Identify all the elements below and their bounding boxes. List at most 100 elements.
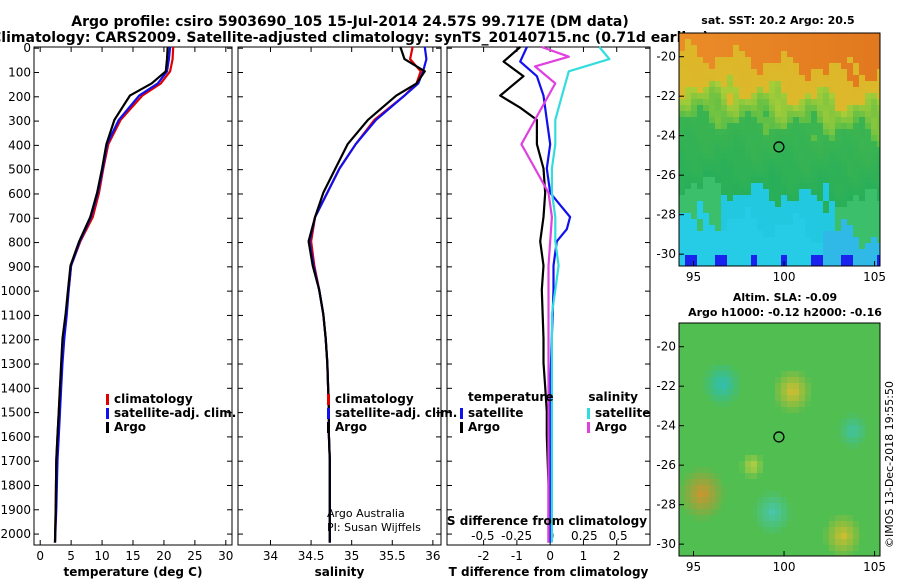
map-cell	[859, 389, 865, 395]
map-cell	[751, 249, 757, 255]
map-cell	[781, 51, 787, 57]
map-cell	[769, 479, 775, 485]
map-cell	[811, 111, 817, 117]
y-tick-label: 1400	[0, 381, 31, 395]
map-cell	[697, 515, 703, 521]
map-cell	[871, 243, 877, 249]
map-cell	[829, 545, 835, 551]
map-cell	[865, 123, 871, 129]
map-cell	[793, 207, 799, 213]
map-cell	[757, 39, 763, 45]
map-cell	[703, 51, 709, 57]
map-cell	[769, 153, 775, 159]
map-cell	[733, 51, 739, 57]
map-cell	[685, 431, 691, 437]
map-cell	[871, 135, 877, 141]
map-cell	[691, 93, 697, 99]
map-cell	[739, 147, 745, 153]
map-cell	[733, 455, 739, 461]
legend-swatch-satellite-adj	[106, 408, 109, 419]
map-cell	[679, 419, 685, 425]
map-cell	[691, 437, 697, 443]
map-cell	[751, 87, 757, 93]
map-cell	[871, 69, 877, 75]
map-cell	[787, 353, 793, 359]
map-cell	[697, 389, 703, 395]
map-cell	[745, 509, 751, 515]
map-cell	[751, 243, 757, 249]
map-cell	[787, 93, 793, 99]
map-cell	[715, 485, 721, 491]
map-cell	[751, 213, 757, 219]
map-cell	[805, 497, 811, 503]
map-cell	[823, 461, 829, 467]
map-cell	[757, 455, 763, 461]
map-cell	[691, 183, 697, 189]
map-cell	[859, 177, 865, 183]
map-cell	[793, 141, 799, 147]
map-cell	[835, 93, 841, 99]
map-cell	[697, 347, 703, 353]
map-cell	[877, 153, 880, 159]
map-cell	[841, 485, 847, 491]
map-cell	[745, 33, 751, 39]
map-cell	[805, 201, 811, 207]
map-cell	[781, 467, 787, 473]
map-cell	[763, 117, 769, 123]
map-cell	[715, 225, 721, 231]
map-cell	[685, 347, 691, 353]
map-cell	[685, 255, 691, 261]
map-cell	[877, 509, 880, 515]
map-lat-label: -28	[656, 498, 676, 512]
map-cell	[751, 105, 757, 111]
map-cell	[817, 147, 823, 153]
map-cell	[835, 437, 841, 443]
map-cell	[703, 33, 709, 39]
map-cell	[787, 545, 793, 551]
map-cell	[811, 437, 817, 443]
map-cell	[853, 231, 859, 237]
map-cell	[841, 261, 847, 266]
x-axis-label: temperature (deg C)	[64, 565, 203, 579]
map-cell	[799, 141, 805, 147]
map-cell	[745, 521, 751, 527]
map-cell	[805, 413, 811, 419]
map-cell	[697, 425, 703, 431]
map-cell	[745, 437, 751, 443]
map-cell	[703, 419, 709, 425]
map-cell	[715, 153, 721, 159]
map-cell	[781, 383, 787, 389]
map-cell	[751, 183, 757, 189]
map-cell	[739, 389, 745, 395]
map-cell	[751, 545, 757, 551]
map-cell	[823, 177, 829, 183]
map-cell	[841, 129, 847, 135]
map-cell	[859, 183, 865, 189]
map-lon-label: 105	[863, 560, 886, 574]
map-cell	[829, 551, 835, 556]
map-cell	[715, 539, 721, 545]
map-cell	[757, 45, 763, 51]
map-cell	[787, 69, 793, 75]
map-cell	[793, 401, 799, 407]
map-cell	[799, 159, 805, 165]
map-cell	[691, 383, 697, 389]
map-cell	[727, 81, 733, 87]
map-cell	[763, 503, 769, 509]
map-cell	[703, 503, 709, 509]
map-cell	[709, 207, 715, 213]
map-cell	[871, 491, 877, 497]
map-cell	[733, 395, 739, 401]
map-cell	[781, 515, 787, 521]
map-cell	[787, 165, 793, 171]
map-cell	[733, 57, 739, 63]
map-cell	[775, 57, 781, 63]
map-cell	[823, 347, 829, 353]
map-cell	[721, 255, 727, 261]
map-cell	[847, 551, 853, 556]
map-cell	[817, 407, 823, 413]
map-cell	[805, 479, 811, 485]
map-cell	[829, 225, 835, 231]
map-cell	[817, 449, 823, 455]
map-cell	[829, 359, 835, 365]
